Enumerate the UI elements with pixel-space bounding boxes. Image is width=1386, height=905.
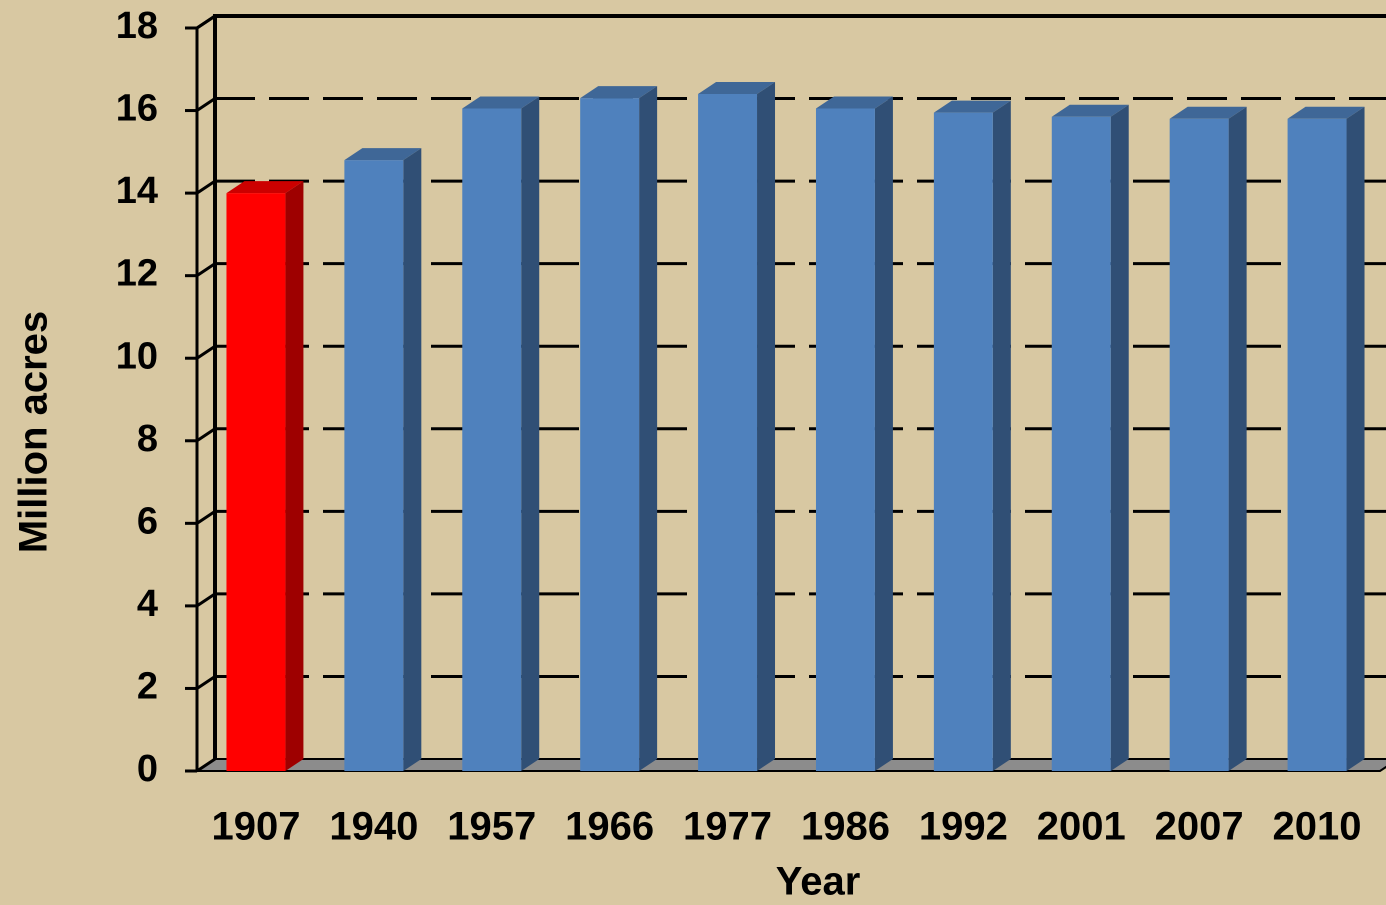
bar-side [639, 86, 658, 771]
bar-top [462, 96, 540, 109]
bar-side [992, 100, 1011, 771]
bar-front [462, 108, 522, 771]
bar [580, 86, 658, 771]
bar-top [815, 96, 893, 109]
bar-top [1169, 106, 1247, 119]
bar-side [1228, 106, 1247, 772]
side-grid [196, 262, 216, 277]
x-tick-label: 1992 [919, 805, 1008, 849]
side-grid [196, 510, 216, 525]
y-axis-title: Million acres [12, 311, 56, 553]
x-tick-label: 1907 [211, 805, 300, 849]
bar [1051, 104, 1129, 772]
x-tick-label: 2001 [1037, 805, 1126, 849]
bar [226, 181, 304, 772]
bar [1169, 106, 1247, 772]
bar [698, 82, 776, 772]
bar-front [1169, 118, 1229, 772]
bar-front [1051, 116, 1111, 772]
bar-top [580, 86, 658, 99]
x-tick-label: 2010 [1273, 805, 1362, 849]
bar-top [1051, 104, 1129, 117]
x-tick-label: 1957 [447, 805, 536, 849]
x-tick-label: 1986 [801, 805, 890, 849]
y-tick-label: 18 [116, 5, 158, 47]
y-tick-label: 10 [116, 335, 158, 377]
bar-top [226, 181, 304, 194]
bar-front [815, 108, 875, 771]
bar-top [698, 82, 776, 95]
bar-front [580, 98, 640, 771]
bar-top [1287, 106, 1365, 119]
y-tick-label: 16 [116, 88, 158, 130]
x-tick-label: 1977 [683, 805, 772, 849]
x-axis-title: Year [776, 860, 861, 904]
bar-side [285, 181, 304, 772]
bar [815, 96, 893, 771]
y-tick-label: 14 [116, 170, 158, 212]
bar-front [933, 112, 993, 771]
bar-side [1110, 104, 1129, 772]
bar [1287, 106, 1365, 772]
y-tick-label: 2 [137, 665, 158, 707]
bar [933, 100, 1011, 771]
side-grid [196, 427, 216, 443]
bar-top [344, 148, 422, 161]
side-grid [196, 675, 216, 690]
bar-front [698, 94, 758, 772]
side-grid [196, 97, 216, 112]
side-grid [196, 344, 216, 360]
bar-side [403, 148, 422, 772]
side-grid [196, 592, 216, 608]
bar-side [521, 96, 540, 771]
y-tick-label: 12 [116, 253, 158, 295]
y-tick-label: 0 [137, 748, 158, 790]
bar [462, 96, 540, 771]
bar [344, 148, 422, 772]
bar-side [757, 82, 776, 772]
side-grid [196, 757, 216, 773]
x-tick-label: 1940 [329, 805, 418, 849]
bar-top [933, 100, 1011, 113]
bar-front [344, 160, 404, 772]
x-tick-label: 2007 [1155, 805, 1244, 849]
side-grid [196, 179, 216, 195]
y-tick-label: 6 [137, 500, 158, 542]
x-tick-label: 1966 [565, 805, 654, 849]
bar-front [1287, 118, 1347, 772]
bar-side [874, 96, 893, 771]
bar-front [226, 193, 286, 772]
side-grid [196, 14, 216, 30]
y-tick-label: 8 [137, 418, 158, 460]
y-tick-label: 4 [137, 583, 158, 625]
bar-side [1346, 106, 1365, 772]
